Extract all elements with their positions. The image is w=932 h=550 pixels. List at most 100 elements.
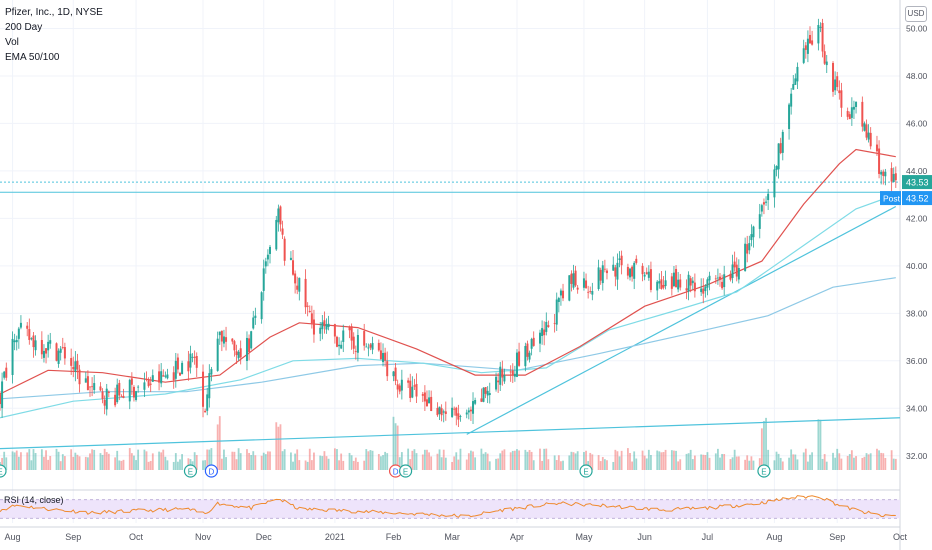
candle-body — [685, 288, 688, 291]
event-marker-e[interactable]: E — [398, 464, 413, 478]
volume-bar — [670, 450, 673, 470]
volume-bar — [204, 460, 207, 470]
rsi-line[interactable] — [0, 495, 896, 518]
candle-body — [411, 386, 414, 398]
candle-body — [137, 386, 140, 388]
volume-bar — [262, 452, 265, 470]
x-tick-label: Feb — [386, 532, 402, 542]
candle-body — [122, 395, 125, 398]
post-price-tag — [902, 191, 932, 206]
marker-circle[interactable] — [398, 464, 413, 478]
candle-body — [744, 243, 747, 271]
marker-circle[interactable] — [204, 464, 218, 478]
candle-body — [187, 361, 190, 372]
event-marker-d[interactable]: D — [388, 464, 403, 478]
candle-body — [440, 408, 443, 416]
volume-bar — [618, 456, 621, 470]
volume-bar — [850, 450, 853, 470]
volume-bar — [482, 453, 485, 470]
candle-body — [721, 281, 724, 289]
candle-body — [643, 274, 646, 277]
volume-bar — [63, 456, 66, 470]
volume-bar — [120, 460, 123, 470]
candle-body — [746, 244, 749, 254]
candle-body — [731, 264, 734, 278]
volume-bar — [411, 450, 414, 470]
candle-body — [620, 255, 623, 266]
candle-body — [503, 375, 506, 382]
candle-body — [176, 357, 179, 370]
candle-body — [323, 320, 326, 327]
rsi-pane: RSI (14, close) — [0, 495, 900, 519]
event-marker-e[interactable]: E — [757, 464, 771, 478]
volume-bar — [650, 455, 652, 470]
event-marker-e[interactable]: E — [183, 464, 198, 478]
candle-body — [189, 353, 192, 368]
legend-volume[interactable]: Vol — [5, 37, 19, 48]
volume-bar — [248, 452, 250, 470]
candle-body — [225, 337, 228, 342]
volume-bar — [480, 448, 483, 470]
ema50-line[interactable] — [0, 148, 896, 395]
event-marker-e[interactable]: E — [0, 464, 7, 478]
marker-circle[interactable] — [757, 464, 771, 478]
candle-body — [806, 38, 809, 54]
chart-legend: Pfizer, Inc., 1D, NYSE 200 Day Vol EMA 5… — [5, 5, 103, 65]
legend-ma200[interactable]: 200 Day — [5, 22, 43, 33]
volume-bar — [689, 449, 692, 470]
volume-bar — [323, 451, 326, 470]
candle-body — [691, 280, 694, 284]
event-marker-e[interactable]: E — [579, 464, 593, 478]
volume-bar — [882, 453, 885, 470]
volume-bar — [400, 452, 403, 470]
candle-body — [400, 379, 403, 391]
volume-bar — [74, 452, 77, 470]
marker-circle[interactable] — [183, 464, 198, 478]
candle-body — [340, 344, 343, 349]
candle-body — [179, 372, 181, 376]
volume-bar — [848, 454, 851, 470]
trendline[interactable] — [0, 417, 901, 450]
volume-bar — [13, 452, 16, 470]
volume-bar — [733, 449, 736, 470]
candle-body — [40, 339, 43, 355]
candle-body — [890, 168, 893, 182]
volume-bar — [275, 422, 278, 470]
x-tick-label: Oct — [129, 532, 144, 542]
y-tick-label: 42.00 — [906, 213, 928, 223]
candle-body — [737, 268, 740, 280]
marker-circle[interactable] — [579, 464, 593, 478]
candle-body — [867, 132, 870, 140]
volume-bar — [855, 456, 857, 470]
legend-ema[interactable]: EMA 50/100 — [5, 52, 60, 63]
volume-bar — [396, 425, 399, 470]
candle-body — [61, 347, 64, 348]
volume-bar — [160, 452, 163, 470]
volume-bar — [869, 453, 872, 470]
currency-button[interactable]: USD — [905, 6, 927, 22]
candle-body — [84, 378, 87, 383]
trendline[interactable] — [466, 205, 897, 435]
volume-bar — [193, 452, 196, 470]
volume-bar — [298, 460, 301, 470]
ema100-line[interactable] — [0, 194, 897, 419]
ma200-line[interactable] — [0, 277, 896, 400]
volume-bar — [87, 457, 89, 470]
volume-bar — [336, 449, 338, 470]
marker-circle[interactable] — [0, 464, 7, 478]
event-marker-d[interactable]: D — [204, 464, 218, 478]
candle-body — [338, 344, 341, 347]
candle-body — [174, 360, 177, 379]
candle-body — [850, 107, 853, 118]
legend-symbol[interactable]: Pfizer, Inc., 1D, NYSE — [5, 7, 103, 18]
volume-bar — [545, 448, 548, 470]
volume-bar — [451, 461, 453, 470]
candle-body — [379, 350, 382, 360]
volume-bar — [99, 453, 102, 470]
volume-bar — [413, 449, 416, 470]
candle-body — [675, 268, 678, 288]
candle-body — [693, 282, 696, 292]
candle-body — [825, 61, 828, 66]
post-label-text: Post — [883, 194, 901, 204]
